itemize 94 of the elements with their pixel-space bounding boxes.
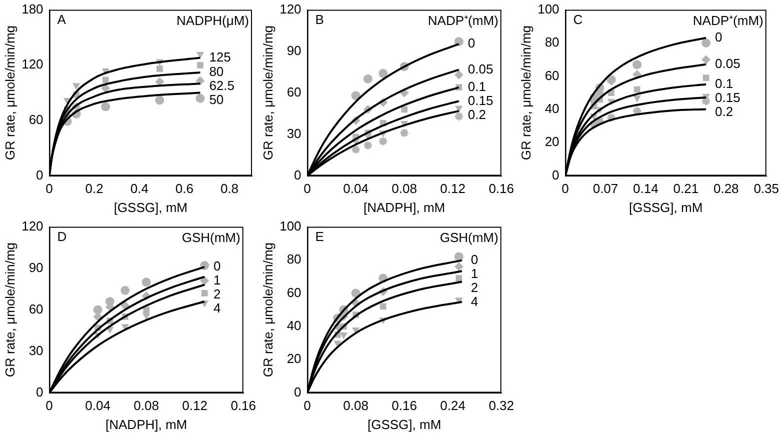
y-tick-label: 100 — [280, 218, 302, 234]
y-tick-label: 90 — [28, 260, 44, 275]
y-tick-label: 20 — [286, 351, 302, 366]
series-label: 1 — [470, 266, 478, 281]
y-tick-label: 60 — [544, 68, 560, 83]
series-label: 62.5 — [209, 78, 235, 94]
y-tick-label: 120 — [280, 1, 302, 16]
y-tick-label: 120 — [22, 56, 44, 72]
x-tick-label: 0.35 — [754, 181, 780, 196]
y-tick-label: 0 — [36, 384, 44, 400]
series-label: 0.05 — [715, 56, 740, 71]
legend-title: GSH(mM) — [182, 230, 240, 245]
x-tick-label: 0.08 — [392, 181, 417, 196]
y-axis-title: GR rate, μmole/min/mg — [260, 242, 276, 378]
y-axis-title: GR rate, μmole/min/mg — [2, 242, 18, 378]
y-axis-title: GR rate, μmole/min/mg — [2, 25, 18, 160]
legend-title: NADP⁺(mM) — [692, 12, 764, 28]
series-label: 0 — [214, 258, 221, 274]
y-tick-label: 60 — [28, 112, 44, 128]
x-axis-title: [NADPH], mM — [106, 416, 188, 432]
y-tick-label: 30 — [286, 126, 302, 141]
y-tick-label: 20 — [544, 134, 560, 150]
y-tick-label: 40 — [544, 100, 560, 116]
x-tick-label: 0.08 — [343, 398, 368, 414]
y-tick-label: 0 — [552, 167, 560, 182]
x-tick-label: 0.16 — [392, 398, 417, 414]
legend-title: NADP⁺(mM) — [428, 12, 498, 28]
y-tick-label: 80 — [544, 34, 560, 50]
y-axis-title: GR rate, μmole/min/mg — [518, 25, 534, 160]
y-tick-label: 90 — [286, 42, 302, 58]
series-label: 0 — [468, 36, 476, 51]
series-label: 80 — [209, 64, 224, 80]
series-label: 0.1 — [715, 76, 734, 91]
x-tick-label: 0.12 — [182, 398, 208, 414]
x-tick-label: 0.8 — [220, 181, 239, 196]
series-label: 0.2 — [715, 104, 734, 119]
series-label: 0.15 — [715, 90, 740, 105]
annotation: E — [315, 228, 324, 244]
y-tick-label: 60 — [28, 301, 44, 316]
y-tick-label: 120 — [22, 218, 44, 234]
annotation: D — [57, 228, 67, 244]
y-tick-label: 60 — [286, 84, 302, 100]
x-tick-label: 0.04 — [85, 398, 110, 414]
annotation: C — [573, 12, 583, 27]
y-axis-title: GR rate, μmole/min/mg — [260, 25, 276, 160]
series-label: 1 — [214, 272, 221, 288]
x-tick-label: 0.6 — [175, 181, 194, 196]
series-label: 125 — [209, 49, 231, 64]
y-tick-label: 0 — [36, 167, 44, 182]
x-tick-label: 0.28 — [713, 181, 739, 196]
series-label: 50 — [209, 92, 224, 108]
x-tick-label: 0 — [304, 398, 311, 414]
series-label: 2 — [214, 286, 221, 302]
x-tick-label: 0.08 — [134, 398, 159, 414]
series-label: 4 — [470, 294, 478, 309]
x-tick-label: 0 — [562, 181, 569, 196]
x-axis-title: [GSSG], mM — [114, 200, 188, 215]
y-tick-label: 100 — [538, 1, 560, 16]
x-tick-label: 0.16 — [230, 398, 256, 414]
y-tick-label: 180 — [22, 1, 44, 16]
x-axis-title: [GSSG], mM — [367, 416, 442, 432]
x-tick-label: 0.12 — [440, 181, 466, 196]
legend-title: NADPH(μM) — [176, 12, 249, 28]
x-tick-label: 0.24 — [440, 398, 466, 414]
series-label: 0.2 — [468, 106, 486, 122]
x-tick-label: 0 — [304, 181, 311, 196]
y-tick-label: 0 — [294, 167, 302, 182]
legend-title: GSH(mM) — [440, 230, 498, 245]
y-tick-label: 0 — [294, 384, 302, 400]
x-tick-label: 0.2 — [85, 181, 104, 196]
x-tick-label: 0 — [46, 398, 53, 414]
x-tick-label: 0.07 — [592, 181, 618, 196]
x-tick-label: 0.16 — [488, 181, 514, 196]
series-label: 0 — [470, 252, 478, 267]
series-label: 2 — [470, 280, 478, 295]
x-tick-label: 0.32 — [488, 398, 514, 414]
series-label: 0.1 — [468, 78, 486, 94]
x-tick-label: 0.21 — [673, 181, 699, 196]
annotation: A — [57, 12, 66, 27]
x-tick-label: 0.04 — [343, 181, 368, 196]
x-tick-label: 0.4 — [130, 181, 148, 196]
annotation: B — [315, 12, 324, 27]
y-tick-label: 30 — [28, 342, 44, 358]
y-tick-label: 60 — [286, 284, 302, 300]
x-tick-label: 0.14 — [633, 181, 658, 196]
series-label: 4 — [214, 300, 221, 316]
y-tick-label: 40 — [286, 318, 302, 333]
x-axis-title: [GSSG], mM — [628, 200, 703, 215]
series-label: 0.15 — [468, 92, 494, 108]
x-tick-label: 0 — [46, 181, 53, 196]
series-label: 0 — [715, 29, 722, 44]
series-label: 0.05 — [468, 61, 494, 76]
y-tick-label: 80 — [286, 252, 302, 267]
x-axis-title: [NADPH], mM — [364, 200, 446, 215]
